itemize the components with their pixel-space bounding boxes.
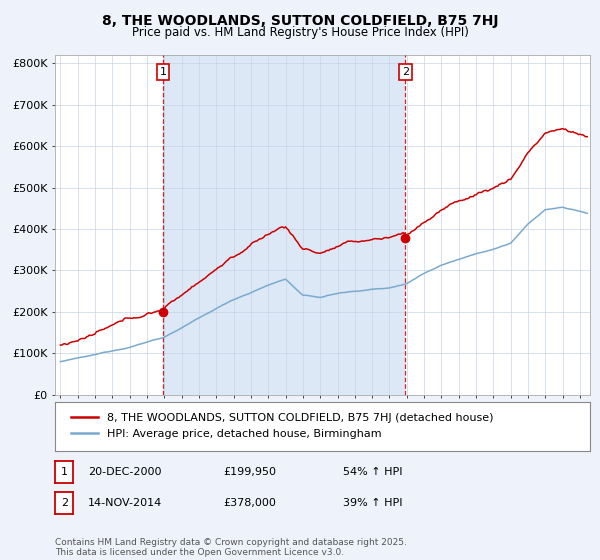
Text: 1: 1	[61, 467, 68, 477]
Bar	[163, 55, 406, 395]
Text: 1: 1	[160, 67, 166, 77]
Text: £199,950: £199,950	[223, 467, 276, 477]
Text: £378,000: £378,000	[223, 498, 276, 508]
Text: 54% ↑ HPI: 54% ↑ HPI	[343, 467, 403, 477]
Text: 2: 2	[61, 498, 68, 508]
Text: Contains HM Land Registry data © Crown copyright and database right 2025.
This d: Contains HM Land Registry data © Crown c…	[55, 538, 407, 557]
Text: Price paid vs. HM Land Registry's House Price Index (HPI): Price paid vs. HM Land Registry's House …	[131, 26, 469, 39]
Text: 39% ↑ HPI: 39% ↑ HPI	[343, 498, 403, 508]
Text: 8, THE WOODLANDS, SUTTON COLDFIELD, B75 7HJ: 8, THE WOODLANDS, SUTTON COLDFIELD, B75 …	[102, 14, 498, 28]
Text: 20-DEC-2000: 20-DEC-2000	[88, 467, 162, 477]
Text: 14-NOV-2014: 14-NOV-2014	[88, 498, 163, 508]
Legend: 8, THE WOODLANDS, SUTTON COLDFIELD, B75 7HJ (detached house), HPI: Average price: 8, THE WOODLANDS, SUTTON COLDFIELD, B75 …	[66, 409, 498, 444]
Text: 2: 2	[402, 67, 409, 77]
